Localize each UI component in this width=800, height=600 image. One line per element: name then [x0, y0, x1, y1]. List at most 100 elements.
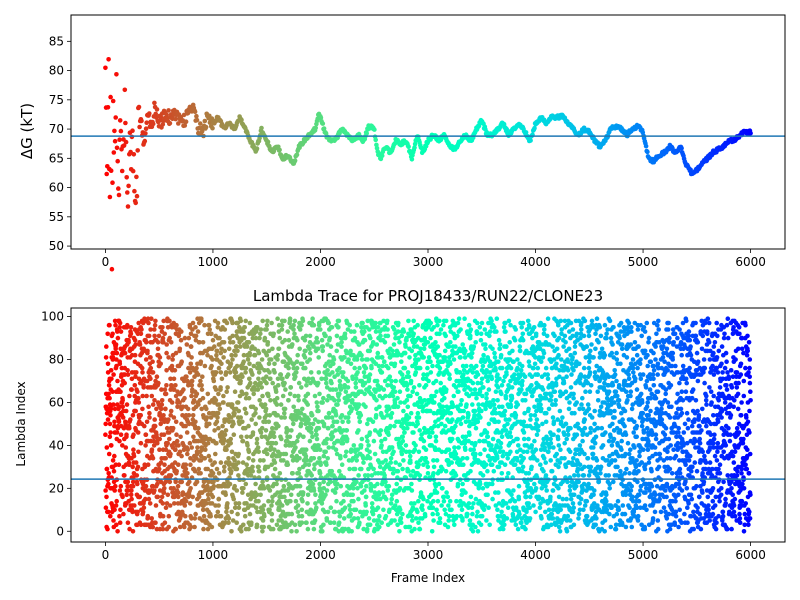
- lambda-point: [367, 522, 373, 528]
- lambda-point: [316, 370, 322, 375]
- lambda-point: [341, 516, 347, 521]
- lambda-point: [146, 320, 151, 326]
- lambda-point: [279, 503, 285, 508]
- lambda-point: [406, 415, 412, 420]
- lambda-point: [381, 387, 387, 392]
- lambda-point: [125, 372, 131, 377]
- lambda-point: [324, 380, 329, 386]
- delta-g-x-tick-label: 2000: [305, 255, 336, 269]
- lambda-point: [383, 458, 389, 463]
- lambda-point: [216, 496, 222, 502]
- lambda-point: [258, 430, 264, 435]
- lambda-point: [478, 331, 484, 337]
- lambda-point: [496, 490, 501, 495]
- lambda-point: [195, 329, 201, 334]
- lambda-point: [392, 400, 398, 405]
- lambda-point: [163, 456, 168, 461]
- lambda-point: [306, 462, 312, 468]
- lambda-point: [528, 413, 534, 418]
- lambda-point: [421, 438, 427, 444]
- lambda-point: [218, 385, 223, 390]
- lambda-point: [452, 445, 457, 450]
- delta-g-point: [183, 119, 189, 124]
- lambda-point: [282, 494, 287, 500]
- lambda-point: [499, 471, 505, 476]
- lambda-point: [455, 333, 460, 339]
- lambda-point: [169, 400, 175, 405]
- lambda-point: [483, 346, 488, 352]
- lambda-point: [118, 507, 123, 513]
- lambda-point: [274, 481, 279, 487]
- lambda-point: [175, 483, 181, 489]
- delta-g-point: [110, 98, 116, 104]
- lambda-point: [370, 419, 376, 425]
- lambda-point: [442, 355, 448, 360]
- lambda-point: [281, 359, 287, 365]
- lambda-point: [410, 389, 416, 395]
- lambda-point: [143, 483, 149, 489]
- lambda-point: [395, 404, 401, 410]
- lambda-point: [168, 340, 174, 345]
- lambda-point: [473, 440, 478, 446]
- delta-g-point: [123, 120, 128, 126]
- lambda-point: [202, 363, 208, 369]
- lambda-point: [275, 316, 280, 322]
- lambda-point: [486, 421, 492, 427]
- lambda-point: [343, 335, 348, 341]
- lambda-point: [295, 509, 301, 515]
- lambda-point: [399, 372, 405, 377]
- lambda-point: [314, 432, 319, 438]
- lambda-point: [355, 370, 360, 375]
- lambda-point: [516, 496, 522, 502]
- lambda-point: [152, 488, 157, 493]
- delta-g-point: [150, 121, 156, 127]
- lambda-point: [501, 378, 506, 384]
- lambda-point: [258, 331, 263, 337]
- lambda-point: [256, 449, 262, 455]
- lambda-point: [141, 505, 147, 511]
- delta-g-point: [137, 124, 142, 130]
- lambda-point: [363, 404, 368, 410]
- lambda-point: [496, 464, 502, 470]
- lambda-point: [502, 522, 507, 528]
- lambda-point: [267, 413, 273, 418]
- lambda-point: [289, 428, 294, 433]
- lambda-point: [133, 460, 139, 465]
- lambda-point: [501, 413, 507, 418]
- delta-g-point: [203, 124, 209, 130]
- delta-g-point: [254, 146, 260, 151]
- lambda-point: [343, 389, 349, 395]
- lambda-point: [345, 415, 351, 420]
- lambda-point: [359, 436, 365, 442]
- lambda-point: [129, 387, 134, 392]
- lambda-point: [117, 325, 122, 330]
- lambda-point: [108, 513, 113, 519]
- lambda-point: [270, 498, 275, 504]
- lambda-point: [140, 406, 145, 412]
- lambda-point: [354, 458, 360, 463]
- lambda-point: [403, 443, 409, 448]
- lambda-point: [103, 355, 109, 360]
- lambda-point: [198, 471, 203, 476]
- delta-g-point: [379, 153, 385, 158]
- lambda-point: [282, 410, 287, 416]
- lambda-point: [294, 438, 300, 444]
- lambda-point: [401, 329, 407, 334]
- lambda-point: [224, 447, 229, 453]
- lambda-point: [258, 380, 264, 386]
- lambda-point: [405, 370, 411, 375]
- lambda-point: [290, 342, 295, 347]
- lambda-point: [282, 415, 288, 420]
- lambda-point: [219, 376, 225, 382]
- lambda-point: [352, 466, 358, 472]
- delta-g-point: [113, 115, 118, 120]
- lambda-point: [118, 329, 124, 334]
- lambda-point: [386, 483, 392, 489]
- lambda-point: [207, 421, 212, 427]
- lambda-point: [349, 529, 355, 534]
- lambda-point: [209, 363, 214, 369]
- lambda-point: [149, 393, 155, 399]
- lambda-point: [132, 503, 137, 508]
- lambda-point: [292, 318, 298, 324]
